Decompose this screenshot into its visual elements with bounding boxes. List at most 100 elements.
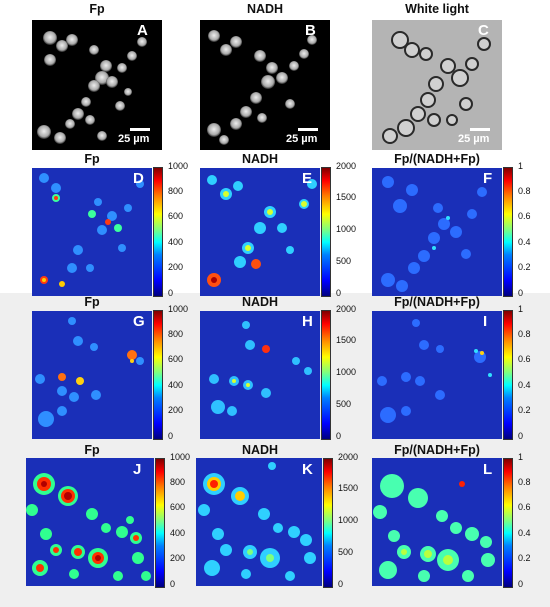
colorbar-e-tick: 0 [336, 288, 342, 298]
colorbar-l-tick: 0.6 [518, 502, 531, 512]
colorbar-e-tick: 1500 [336, 192, 357, 202]
colorbar-j-tick: 400 [170, 528, 186, 538]
colorbar-d-tick: 800 [168, 186, 184, 196]
panel-f-label: F [483, 170, 493, 187]
ratio-heatmap-i [372, 311, 502, 439]
nadh-heatmap-h-image [209, 321, 312, 416]
colorbar-h-tick: 0 [336, 431, 342, 441]
colorbar-j-tick: 1000 [170, 452, 191, 462]
colorbar-k-tick: 1000 [338, 515, 359, 525]
colorbar-l [503, 458, 513, 588]
fp-heatmap-d [32, 168, 152, 296]
colorbar-h-tick: 1000 [336, 367, 357, 377]
panel-g-title: Fp [84, 295, 100, 309]
panel-l-label: L [483, 461, 493, 478]
colorbar-d-tick: 600 [168, 211, 184, 221]
colorbar-h-tick: 500 [336, 399, 352, 409]
colorbar-k-tick: 1500 [338, 483, 359, 493]
panel-a-label: A [137, 22, 148, 39]
panel-c-scale-label: 25 µm [458, 133, 490, 145]
colorbar-k-tick: 2000 [338, 452, 359, 462]
nadh-heatmap-h [200, 311, 320, 439]
panel-i-label: I [483, 313, 488, 330]
colorbar-i-tick: 0.4 [518, 380, 531, 390]
colorbar-j-tick: 600 [170, 502, 186, 512]
colorbar-k [323, 458, 333, 588]
colorbar-i-tick: 0.8 [518, 329, 531, 339]
panel-c-title: White light [405, 2, 469, 16]
panel-h-title: NADH [241, 295, 279, 309]
panel-i-title: Fp/(NADH+Fp) [394, 295, 480, 309]
colorbar-e-tick: 500 [336, 256, 352, 266]
panel-d-label: D [133, 170, 144, 187]
panel-c-label: C [478, 22, 489, 39]
ratio-heatmap-f-image [381, 176, 487, 292]
colorbar-g-tick: 600 [168, 354, 184, 364]
nadh-heatmap-k [196, 458, 322, 586]
colorbar-i-tick: 0 [518, 431, 524, 441]
colorbar-d-tick: 200 [168, 262, 184, 272]
colorbar-f-tick: 0.6 [518, 211, 531, 221]
colorbar-f-tick: 0 [518, 288, 524, 298]
colorbar-j [155, 458, 165, 588]
colorbar-g-tick: 400 [168, 380, 184, 390]
panel-e-label: E [302, 170, 313, 187]
colorbar-g-tick: 200 [168, 405, 184, 415]
colorbar-j-tick: 200 [170, 553, 186, 563]
ratio-heatmap-f [372, 168, 502, 296]
nadh-heatmap-e [200, 168, 320, 296]
colorbar-l-tick: 1 [518, 452, 524, 462]
panel-g-label: G [133, 313, 145, 330]
panel-h-label: H [302, 313, 313, 330]
fp-heatmap-g [32, 311, 152, 439]
fp-micrograph-image [37, 31, 147, 144]
panel-b-scale-label: 25 µm [286, 133, 318, 145]
panel-d-title: Fp [84, 152, 100, 166]
fp-heatmap-d-image [39, 173, 144, 287]
colorbar-l-tick: 0 [518, 579, 524, 589]
colorbar-f-tick: 0.8 [518, 186, 531, 196]
panel-c-scale-bar [470, 128, 490, 131]
fp-heatmap-j-image [26, 473, 151, 581]
colorbar-d-tick: 400 [168, 237, 184, 247]
nadh-heatmap-k-image [198, 462, 316, 581]
panel-e-title: NADH [241, 152, 279, 166]
colorbar-f-tick: 1 [518, 161, 524, 171]
panel-k-label: K [302, 461, 313, 478]
colorbar-f-tick: 0.4 [518, 237, 531, 247]
colorbar-l-tick: 0.8 [518, 477, 531, 487]
fp-heatmap-j [26, 458, 154, 586]
colorbar-g-tick: 800 [168, 329, 184, 339]
colorbar-g [153, 310, 163, 440]
colorbar-e-tick: 2000 [336, 161, 357, 171]
colorbar-i-tick: 0.6 [518, 354, 531, 364]
nadh-micrograph-image [207, 30, 317, 145]
ratio-heatmap-l-image [373, 474, 495, 582]
colorbar-d-tick: 0 [168, 288, 174, 298]
panel-a-scale-label: 25 µm [118, 133, 150, 145]
white-light-micrograph-image [382, 31, 491, 144]
colorbar-d-tick: 1000 [168, 161, 189, 171]
colorbar-l-tick: 0.2 [518, 553, 531, 563]
colorbar-h-tick: 1500 [336, 335, 357, 345]
colorbar-e-tick: 1000 [336, 224, 357, 234]
panel-a-scale-bar [130, 128, 150, 131]
colorbar-k-tick: 0 [338, 579, 344, 589]
panel-k-title: NADH [241, 443, 279, 457]
panel-l-title: Fp/(NADH+Fp) [394, 443, 480, 457]
panel-f-title: Fp/(NADH+Fp) [394, 152, 480, 166]
fp-heatmap-g-image [35, 317, 144, 427]
panel-b-title: NADH [246, 2, 284, 16]
colorbar-h [321, 310, 331, 440]
colorbar-e [321, 167, 331, 297]
colorbar-g-tick: 1000 [168, 304, 189, 314]
ratio-heatmap-l [372, 458, 502, 586]
colorbar-h-tick: 2000 [336, 304, 357, 314]
colorbar-l-tick: 0.4 [518, 528, 531, 538]
panel-b-label: B [305, 22, 316, 39]
panel-a-title: Fp [89, 2, 105, 16]
colorbar-k-tick: 500 [338, 547, 354, 557]
ratio-heatmap-i-image [377, 319, 492, 423]
colorbar-j-tick: 0 [170, 579, 176, 589]
panel-j-title: Fp [84, 443, 100, 457]
